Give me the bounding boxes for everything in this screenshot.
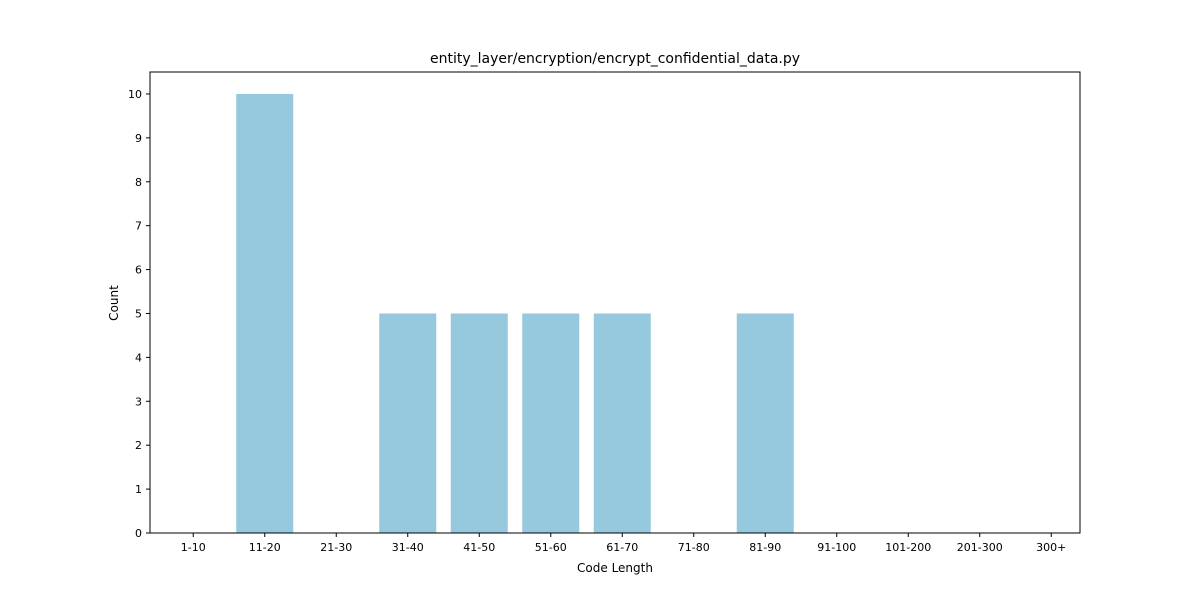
bar-61-70 [593,313,651,533]
x-tick-label: 31-40 [392,541,424,554]
x-tick-label: 41-50 [463,541,495,554]
bar-11-20 [236,93,294,533]
y-tick-label: 3 [135,395,142,408]
x-tick-label: 91-100 [817,541,856,554]
x-tick-label: 11-20 [249,541,281,554]
y-tick-label: 6 [135,264,142,277]
bar-51-60 [522,313,580,533]
x-tick-label: 81-90 [749,541,781,554]
x-axis-ticks: 1-10 11-20 21-30 31-40 41-50 51-60 61-70 71-80 8… [181,533,1066,554]
bar-81-90 [736,313,794,533]
y-tick-label: 1 [135,483,142,496]
bar-41-50 [450,313,508,533]
x-axis-label: Code Length [577,561,653,575]
chart-title: entity_layer/encryption/encrypt_confiden… [430,51,800,67]
x-tick-label: 201-300 [957,541,1003,554]
x-tick-label: 21-30 [320,541,352,554]
y-axis-label: Count [107,285,121,321]
bars-layer [236,93,794,533]
x-tick-label: 71-80 [678,541,710,554]
y-tick-label: 0 [135,527,142,540]
y-tick-label: 8 [135,176,142,189]
x-tick-label: 51-60 [535,541,567,554]
y-tick-label: 7 [135,220,142,233]
y-axis-ticks: 0 1 2 3 4 5 6 7 8 9 10 [128,88,150,540]
y-tick-label: 4 [135,351,142,364]
x-tick-label: 300+ [1036,541,1066,554]
y-tick-label: 2 [135,439,142,452]
x-tick-label: 1-10 [181,541,206,554]
x-tick-label: 61-70 [606,541,638,554]
plot-area-frame [149,71,1081,534]
y-tick-label: 9 [135,132,142,145]
x-tick-label: 101-200 [885,541,931,554]
bar-31-40 [379,313,437,533]
y-tick-label: 5 [135,307,142,320]
y-tick-label: 10 [128,88,142,101]
